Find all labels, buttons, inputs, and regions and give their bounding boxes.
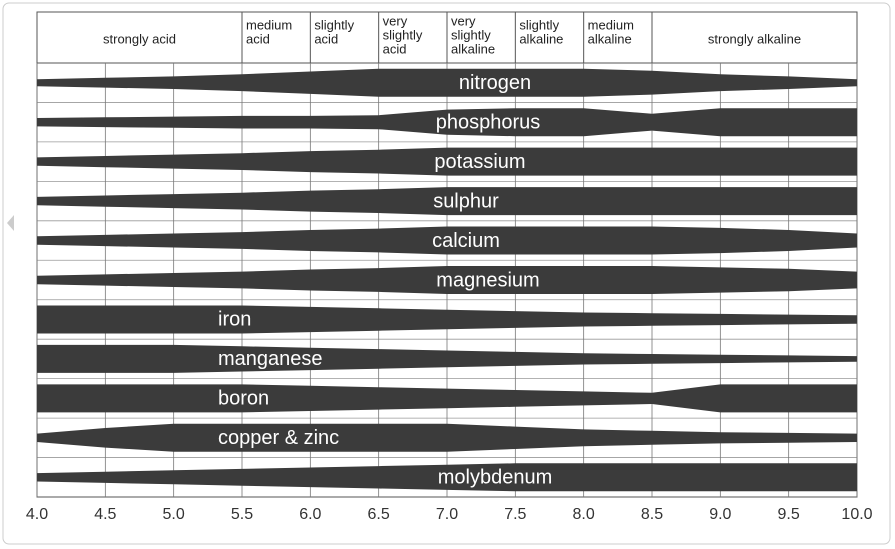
zone-label: strongly acid bbox=[103, 31, 176, 46]
x-tick-label: 8.5 bbox=[641, 506, 663, 523]
zone-label: strongly alkaline bbox=[708, 31, 801, 46]
band-label: nitrogen bbox=[459, 72, 531, 94]
band-label: calcium bbox=[432, 230, 500, 252]
zone-label: medium bbox=[246, 17, 292, 32]
zone-label: very bbox=[383, 13, 408, 28]
zone-label: alkaline bbox=[451, 41, 495, 56]
x-tick-label: 6.0 bbox=[299, 506, 321, 523]
zone-label: acid bbox=[314, 31, 338, 46]
band bbox=[37, 108, 857, 137]
band bbox=[37, 266, 857, 294]
x-tick-label: 10.0 bbox=[841, 506, 872, 523]
zone-label: slightly bbox=[451, 27, 491, 42]
zone-label: slightly bbox=[314, 17, 354, 32]
band bbox=[37, 187, 857, 216]
band-label: manganese bbox=[218, 348, 323, 370]
zone-label: alkaline bbox=[588, 31, 632, 46]
band-label: phosphorus bbox=[436, 111, 541, 133]
x-tick-label: 5.5 bbox=[231, 506, 253, 523]
band bbox=[37, 344, 857, 373]
side-arrow bbox=[7, 215, 14, 231]
band bbox=[37, 147, 857, 176]
band bbox=[37, 384, 857, 413]
zone-label: acid bbox=[383, 41, 407, 56]
band-label: boron bbox=[218, 388, 269, 410]
x-tick-label: 4.5 bbox=[94, 506, 116, 523]
x-tick-label: 6.5 bbox=[368, 506, 390, 523]
zone-label: alkaline bbox=[519, 31, 563, 46]
zone-label: very bbox=[451, 13, 476, 28]
band bbox=[37, 463, 857, 492]
band-label: magnesium bbox=[436, 269, 539, 291]
band-label: copper & zinc bbox=[218, 427, 339, 449]
band-label: sulphur bbox=[433, 190, 499, 212]
band-label: iron bbox=[218, 309, 251, 331]
zone-label: medium bbox=[588, 17, 634, 32]
x-tick-label: 5.0 bbox=[163, 506, 185, 523]
zone-label: acid bbox=[246, 31, 270, 46]
zone-label: slightly bbox=[519, 17, 559, 32]
x-tick-label: 9.5 bbox=[778, 506, 800, 523]
x-tick-label: 9.0 bbox=[709, 506, 731, 523]
band-label: potassium bbox=[434, 151, 525, 173]
band bbox=[37, 423, 857, 452]
x-tick-label: 8.0 bbox=[573, 506, 595, 523]
zone-label: slightly bbox=[383, 27, 423, 42]
x-tick-label: 4.0 bbox=[26, 506, 48, 523]
x-tick-label: 7.0 bbox=[436, 506, 458, 523]
band bbox=[37, 305, 857, 334]
band bbox=[37, 68, 857, 97]
band bbox=[37, 226, 857, 255]
x-tick-label: 7.5 bbox=[504, 506, 526, 523]
band-label: molybdenum bbox=[438, 467, 553, 489]
